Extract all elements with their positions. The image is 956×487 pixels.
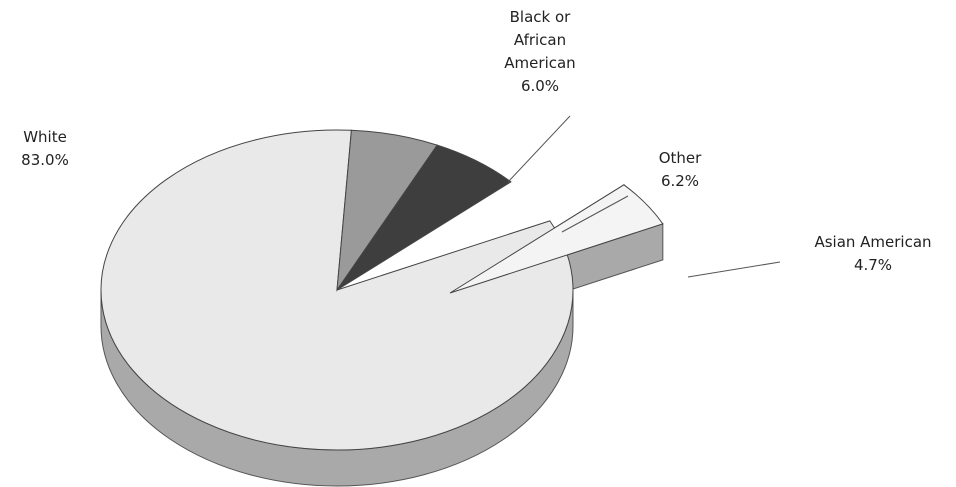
- pie-slice-other: [336, 144, 512, 291]
- pie-top-layer: [100, 129, 664, 451]
- data-label-name-asian-american: Asian American: [814, 233, 931, 251]
- leader-line-other: [561, 195, 629, 233]
- data-label-value-other: 6.2%: [661, 172, 699, 190]
- data-label-value-asian-american: 4.7%: [854, 256, 892, 274]
- data-label-name-black-or-african-american: Black or: [510, 8, 572, 26]
- data-label-name-black-or-african-american: American: [504, 54, 575, 72]
- data-label-value-black-or-african-american: 6.0%: [521, 77, 559, 95]
- data-label-name-white: White: [23, 128, 67, 146]
- pie-slice-asian-american: [449, 184, 664, 294]
- leader-line-black-or-african-american: [507, 115, 571, 183]
- data-label-value-white: 83.0%: [21, 151, 69, 169]
- data-label-name-black-or-african-american: African: [514, 31, 566, 49]
- data-label-name-other: Other: [659, 149, 702, 167]
- pie-label-layer: White 83.0% Black or African American 6.0% Oth…: [21, 8, 932, 278]
- leader-line-asian-american: [687, 261, 781, 278]
